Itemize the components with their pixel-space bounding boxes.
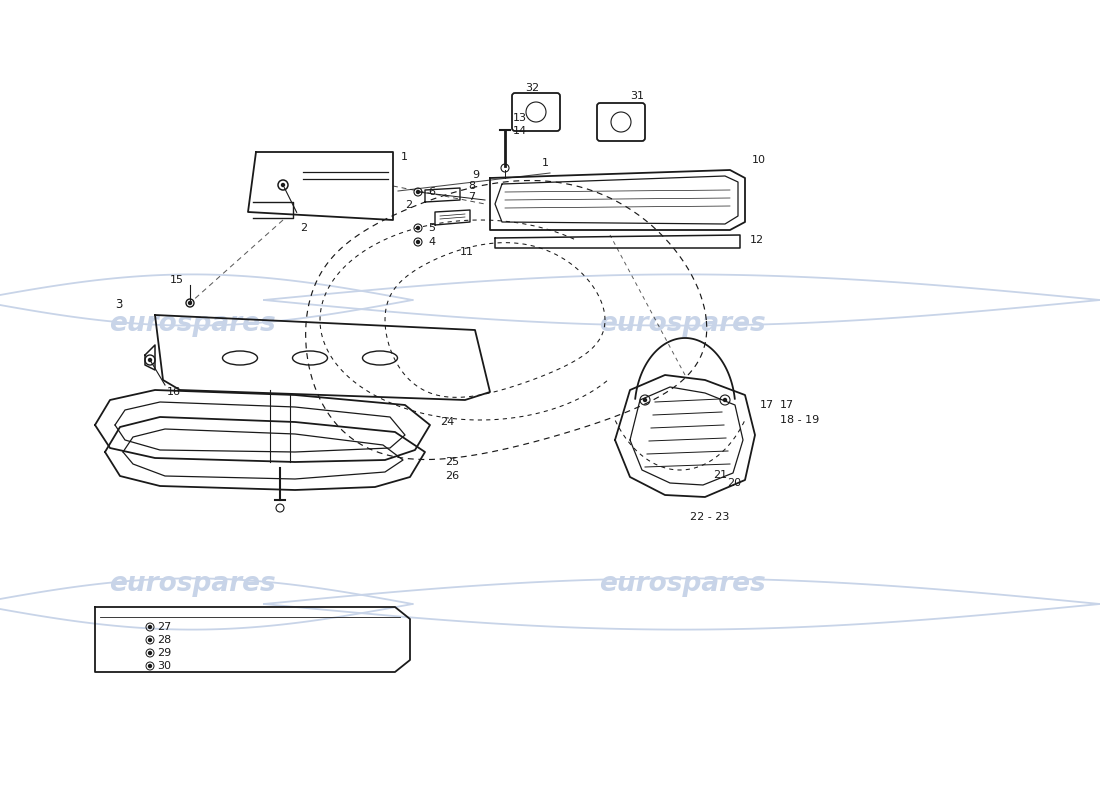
Text: 4: 4 [428, 237, 436, 247]
Text: 1: 1 [402, 152, 408, 162]
Text: 8: 8 [468, 181, 475, 191]
Text: eurospares: eurospares [109, 311, 276, 337]
Text: 17: 17 [780, 400, 794, 410]
Text: 2: 2 [300, 223, 307, 233]
Circle shape [724, 398, 726, 402]
Text: eurospares: eurospares [598, 571, 766, 597]
Text: 16: 16 [167, 387, 182, 397]
Circle shape [417, 190, 419, 194]
Text: 15: 15 [170, 275, 184, 285]
Circle shape [282, 183, 285, 186]
Circle shape [148, 358, 152, 362]
Text: 11: 11 [460, 247, 474, 257]
Circle shape [148, 665, 152, 667]
Text: 17: 17 [760, 400, 774, 410]
Text: 7: 7 [468, 192, 475, 202]
Text: 28: 28 [157, 635, 172, 645]
Text: 9: 9 [472, 170, 480, 180]
Text: 21: 21 [713, 470, 727, 480]
Text: 13: 13 [513, 113, 527, 123]
Text: 1: 1 [542, 158, 549, 168]
Text: 26: 26 [446, 471, 459, 481]
Text: 32: 32 [525, 83, 539, 93]
Text: 27: 27 [157, 622, 172, 632]
Text: eurospares: eurospares [109, 571, 276, 597]
Text: 5: 5 [428, 223, 435, 233]
Text: 14: 14 [513, 126, 527, 136]
Circle shape [148, 638, 152, 642]
Text: 10: 10 [752, 155, 766, 165]
Text: 22 - 23: 22 - 23 [690, 512, 729, 522]
Circle shape [417, 226, 419, 230]
Text: 24: 24 [440, 417, 454, 427]
Text: 20: 20 [727, 478, 741, 488]
Text: eurospares: eurospares [598, 311, 766, 337]
Circle shape [417, 241, 419, 243]
Circle shape [644, 398, 647, 402]
Text: 18 - 19: 18 - 19 [780, 415, 820, 425]
Circle shape [188, 302, 191, 305]
Circle shape [148, 651, 152, 654]
Text: 30: 30 [157, 661, 170, 671]
Text: 2: 2 [405, 200, 412, 210]
Text: 3: 3 [116, 298, 122, 311]
Circle shape [148, 626, 152, 629]
Text: 31: 31 [630, 91, 644, 101]
Text: 25: 25 [446, 457, 459, 467]
Text: 12: 12 [750, 235, 764, 245]
Text: 29: 29 [157, 648, 172, 658]
Text: 6: 6 [428, 187, 435, 197]
